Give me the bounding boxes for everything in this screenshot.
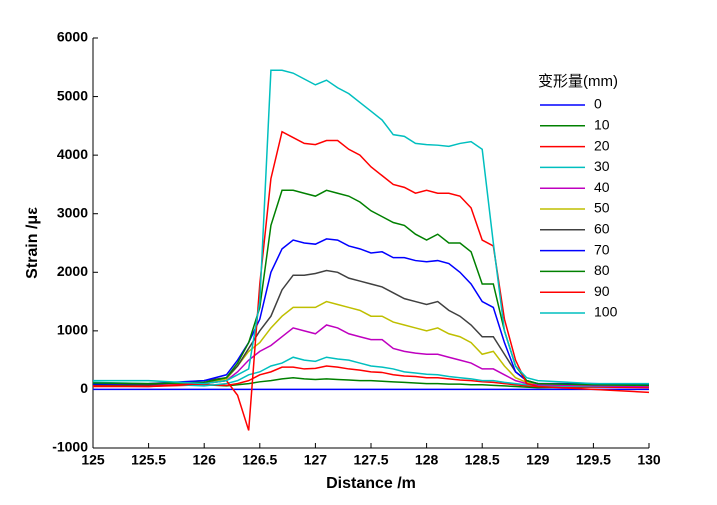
x-tick-label: 127 — [304, 452, 328, 468]
data-line — [92, 189, 650, 387]
data-line — [92, 356, 650, 388]
y-tick-label: 1000 — [57, 322, 88, 338]
data-line — [92, 269, 650, 386]
x-tick-label: 130 — [637, 452, 661, 468]
data-line — [92, 324, 650, 388]
y-tick-label: 3000 — [57, 204, 88, 220]
legend-label: 80 — [594, 262, 610, 278]
legend-label: 20 — [594, 137, 610, 153]
legend-label: 0 — [594, 96, 602, 112]
y-tick-label: 6000 — [57, 29, 88, 45]
x-tick-label: 125 — [81, 452, 105, 468]
y-axis-label: Strain /με — [24, 207, 41, 279]
legend-label: 50 — [594, 200, 610, 216]
legend-label: 10 — [594, 117, 610, 133]
x-tick-label: 125.5 — [131, 452, 166, 468]
x-tick-label: 129.5 — [576, 452, 611, 468]
data-line — [92, 376, 650, 389]
y-tick-label: 4000 — [57, 146, 88, 162]
x-axis-label: Distance /m — [326, 475, 416, 492]
x-tick-label: 128.5 — [465, 452, 500, 468]
y-tick-label: -1000 — [52, 439, 88, 455]
x-tick-label: 126 — [193, 452, 217, 468]
x-tick-label: 128 — [415, 452, 439, 468]
legend-label: 70 — [594, 241, 610, 257]
legend-label: 30 — [594, 158, 610, 174]
legend-title: 变形量(mm) — [538, 73, 618, 90]
x-tick-label: 129 — [526, 452, 550, 468]
y-tick-label: 0 — [80, 380, 88, 396]
legend-label: 100 — [594, 304, 618, 320]
legend-label: 90 — [594, 283, 610, 299]
data-line — [92, 300, 650, 387]
y-tick-label: 2000 — [57, 263, 88, 279]
y-tick-label: 5000 — [57, 87, 88, 103]
x-tick-label: 126.5 — [242, 452, 277, 468]
data-line — [93, 69, 649, 385]
legend-label: 40 — [594, 179, 610, 195]
data-line — [92, 365, 650, 389]
data-line — [92, 238, 650, 386]
x-tick-label: 127.5 — [353, 452, 388, 468]
legend-label: 60 — [594, 221, 610, 237]
